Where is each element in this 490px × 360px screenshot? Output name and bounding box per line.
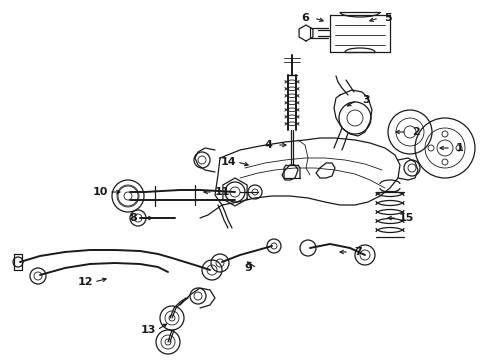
Text: 5: 5 — [384, 13, 392, 23]
Text: 13: 13 — [140, 325, 156, 335]
Text: 6: 6 — [301, 13, 309, 23]
Text: 15: 15 — [398, 213, 414, 223]
Text: 8: 8 — [129, 213, 137, 223]
Text: 1: 1 — [456, 143, 464, 153]
Text: 4: 4 — [264, 140, 272, 150]
Text: 7: 7 — [354, 247, 362, 257]
Text: 10: 10 — [92, 187, 108, 197]
Text: 9: 9 — [244, 263, 252, 273]
Text: 14: 14 — [220, 157, 236, 167]
Text: 3: 3 — [362, 95, 370, 105]
Text: 2: 2 — [412, 127, 420, 137]
Text: 11: 11 — [214, 187, 230, 197]
Text: 12: 12 — [77, 277, 93, 287]
